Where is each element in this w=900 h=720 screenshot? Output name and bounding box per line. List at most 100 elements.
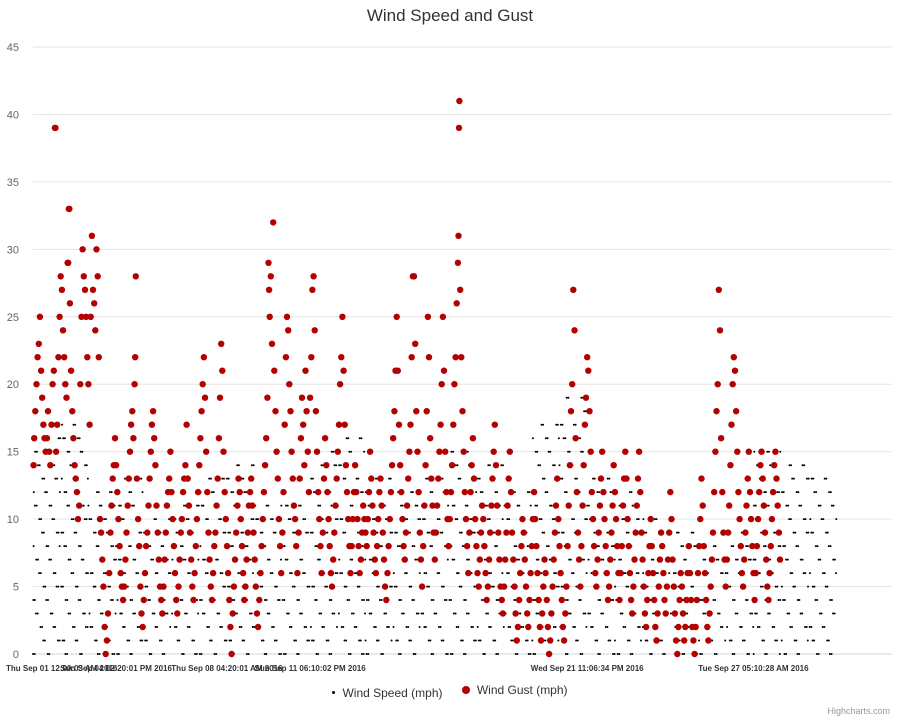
wind-gust-point [368,475,375,482]
wind-speed-point [810,531,813,534]
wind-gust-point [445,542,452,550]
wind-speed-point [402,612,405,615]
wind-speed-point [652,612,655,615]
wind-speed-point [735,558,737,561]
wind-gust-point [107,529,114,536]
wind-speed-point [745,545,748,548]
wind-speed-point [33,599,36,601]
wind-gust-point [342,462,350,469]
wind-gust-point [206,556,213,563]
legend-item-wind-speed[interactable]: Wind Speed (mph) [332,686,443,700]
wind-speed-point [289,572,292,575]
wind-gust-point [540,583,547,590]
wind-gust-point [694,569,702,577]
wind-speed-point [148,653,151,655]
wind-gust-point [714,381,721,388]
wind-speed-point [810,626,813,628]
wind-gust-point [418,583,426,590]
legend-item-wind-gust[interactable]: Wind Gust (mph) [461,683,568,697]
wind-speed-point [311,585,314,588]
wind-speed-point [184,558,187,561]
wind-speed-point [278,653,281,655]
wind-gust-point [228,650,235,658]
wind-gust-point [571,327,578,334]
credits-link[interactable]: Highcharts.com [827,706,890,716]
wind-speed-point [593,477,596,480]
wind-gust-point [265,286,273,293]
wind-speed-point [109,585,111,588]
wind-speed-point [835,572,837,575]
wind-speed-point [364,639,367,642]
wind-speed-point [822,572,824,575]
wind-speed-point [432,599,435,601]
wind-speed-point [624,626,627,628]
wind-speed-point [415,612,418,615]
wind-speed-point [195,653,198,655]
wind-gust-point [308,354,315,361]
wind-speed-point [547,545,550,548]
wind-speed-point [79,450,82,453]
wind-gust-point [570,286,577,293]
wind-speed-point [252,464,255,467]
wind-speed-point [236,464,239,467]
wind-speed-point [85,464,88,467]
wind-gust-point [413,408,420,415]
wind-gust-point [649,569,657,577]
wind-speed-point [494,491,497,494]
wind-gust-point [738,569,746,577]
wind-speed-point [451,653,454,655]
wind-gust-point [659,542,666,550]
wind-speed-point [823,626,826,628]
wind-speed-point [392,572,395,575]
wind-gust-point [233,529,240,536]
wind-speed-point [511,639,514,642]
wind-gust-point [671,610,679,617]
wind-speed-point [394,531,397,534]
wind-speed-point [519,612,522,615]
wind-speed-point [355,477,358,480]
wind-speed-point [473,585,476,588]
wind-speed-point [833,612,836,615]
wind-speed-point [700,653,703,655]
wind-speed-point [130,491,133,494]
wind-speed-point [426,585,429,588]
wind-speed-point [452,612,455,615]
wind-speed-point [514,653,517,655]
wind-gust-point [283,313,291,320]
wind-speed-point [36,612,39,615]
wind-gust-point [97,529,105,536]
wind-gust-point [72,475,79,482]
wind-speed-point [650,653,653,655]
wind-speed-point [715,653,718,655]
wind-speed-point [571,518,574,521]
wind-speed-point [445,653,448,655]
wind-speed-point [208,477,211,480]
wind-gust-point [652,623,659,631]
wind-speed-point [785,504,788,507]
wind-gust-point [717,435,725,442]
wind-speed-point [116,599,119,601]
wind-speed-point [410,585,413,588]
wind-speed-point [587,612,590,615]
wind-speed-point [400,504,402,507]
wind-speed-point [364,612,366,615]
wind-gust-point [552,502,560,509]
wind-gust-point [171,569,179,577]
wind-speed-point [547,450,550,453]
wind-speed-point [176,639,179,642]
wind-speed-point [330,653,333,655]
wind-speed-point [375,639,378,642]
wind-speed-point [832,612,834,615]
wind-gust-point [622,448,629,455]
wind-gust-point [705,637,712,644]
wind-gust-point [81,286,89,293]
wind-gust-point [757,462,764,469]
wind-speed-point [508,518,511,521]
wind-gust-point [708,556,716,563]
wind-gust-point [428,475,435,482]
wind-speed-point [565,396,568,399]
wind-speed-point [361,599,364,601]
wind-gust-point [769,488,777,496]
wind-gust-point [312,408,320,415]
wind-speed-point [39,626,42,628]
